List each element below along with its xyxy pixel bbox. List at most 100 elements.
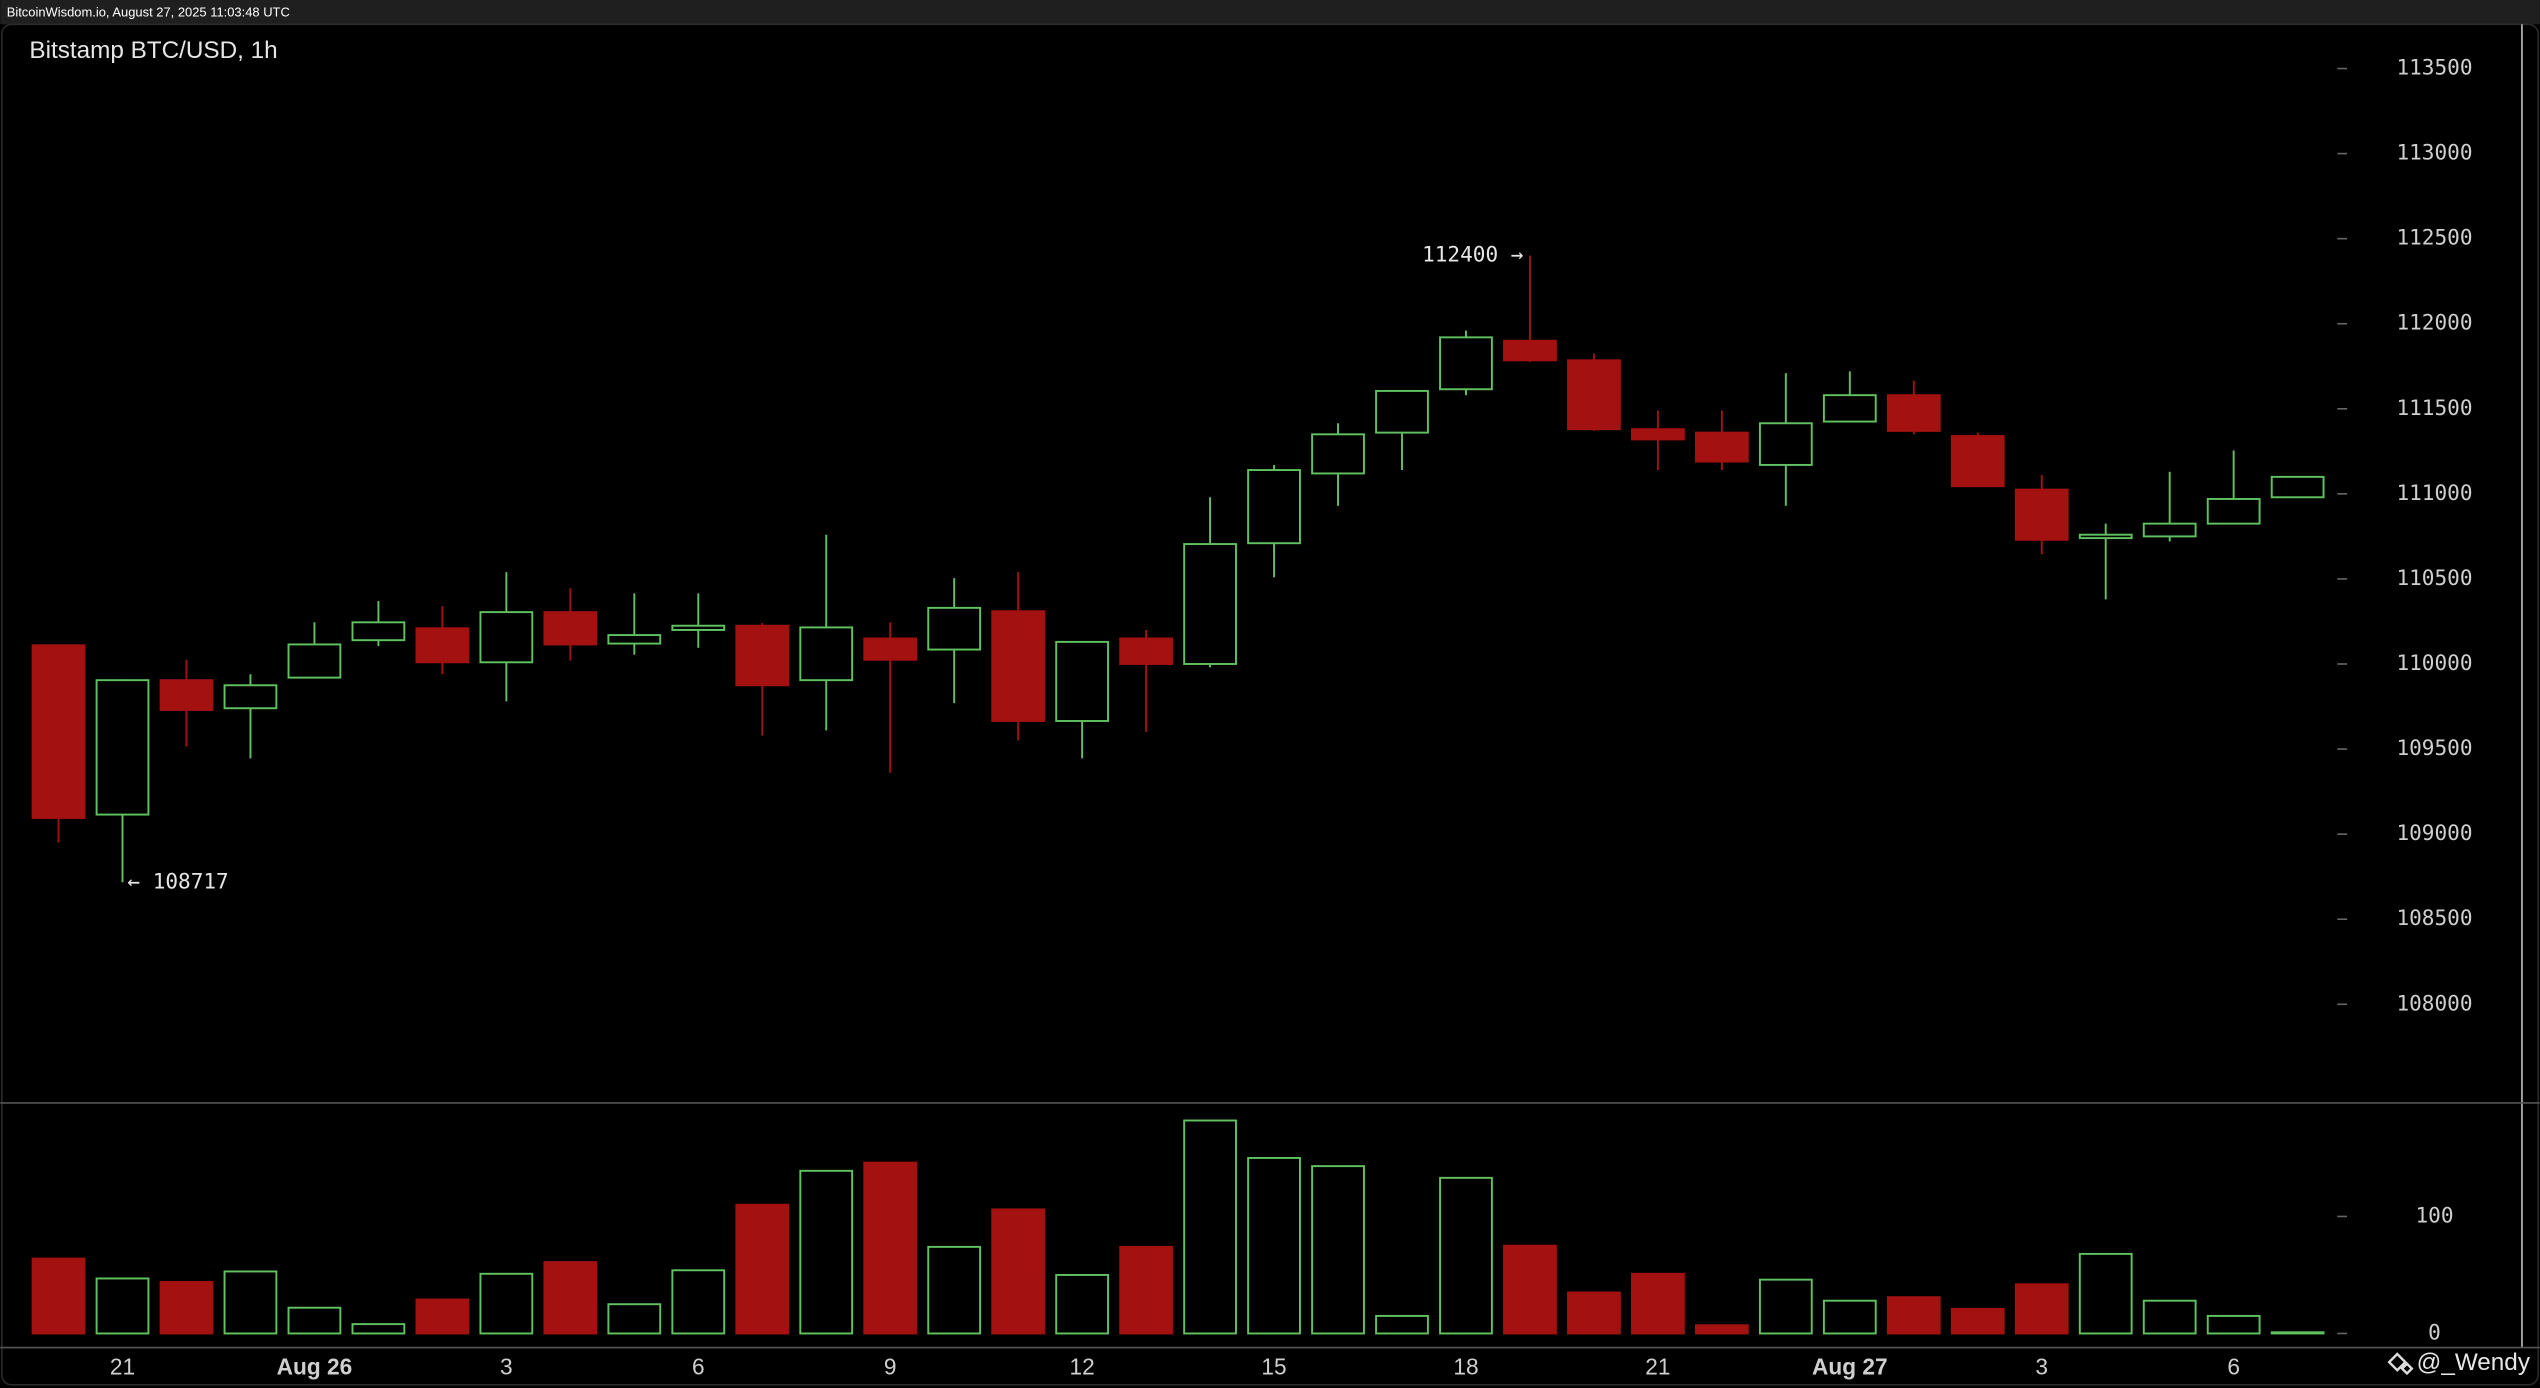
frame: [1, 23, 2539, 1386]
volume-bar: [1439, 1176, 1493, 1335]
candle-body: [2270, 475, 2325, 499]
candle-body: [607, 634, 662, 645]
y-tick-label: 111500: [2396, 395, 2472, 420]
volume-tick-label: 100: [2415, 1202, 2453, 1227]
candle-body: [1503, 339, 1557, 362]
volume-bar: [1631, 1272, 1685, 1335]
volume-bar: [1119, 1245, 1173, 1335]
candle-body: [479, 611, 534, 664]
volume-bar: [1311, 1165, 1365, 1335]
x-tick-label: 6: [2227, 1354, 2240, 1380]
candle-body: [1247, 469, 1301, 545]
volume-bar: [223, 1270, 278, 1335]
candle-body: [799, 626, 854, 682]
volume-bar: [351, 1323, 406, 1335]
candle-body: [543, 611, 598, 646]
volume-bar: [927, 1245, 982, 1335]
candle-body: [2142, 522, 2197, 538]
volume-bar: [1567, 1291, 1621, 1335]
volume-bar: [607, 1303, 662, 1335]
volume-bar: [2014, 1283, 2069, 1335]
y-tick-label: 109000: [2396, 820, 2472, 845]
candle-body: [927, 606, 982, 651]
candle-body: [1439, 336, 1493, 391]
volume-tick-label: 0: [2428, 1319, 2441, 1344]
volume-bar: [543, 1261, 598, 1335]
x-tick-label: 21: [110, 1354, 135, 1380]
candle-body: [287, 643, 342, 679]
x-tick-label: 18: [1453, 1354, 1478, 1380]
candle-body: [735, 624, 790, 687]
candle-body: [1631, 428, 1685, 441]
volume-bar: [1055, 1273, 1110, 1335]
y-tick-label: 112500: [2396, 225, 2472, 250]
volume-bar: [159, 1281, 214, 1335]
candle-body: [1375, 389, 1429, 434]
high-annotation: 112400 →: [1422, 242, 1523, 267]
x-tick-label: Aug 27: [1812, 1354, 1888, 1380]
volume-bar: [1183, 1119, 1237, 1335]
x-tick-label: 3: [500, 1354, 513, 1380]
candle-body: [223, 684, 278, 710]
candle-body: [1758, 422, 1813, 466]
candle-body: [415, 627, 470, 664]
volume-bar: [1694, 1324, 1749, 1335]
x-tick-label: 3: [2035, 1354, 2048, 1380]
volume-bar: [95, 1277, 150, 1335]
candle-body: [1183, 543, 1237, 665]
y-tick-label: 113500: [2396, 55, 2472, 80]
volume-bar: [671, 1269, 726, 1335]
candle-body: [991, 610, 1046, 722]
volume-bar: [1758, 1278, 1813, 1335]
candle-body: [1822, 394, 1877, 423]
volume-bar: [1886, 1296, 1941, 1335]
candle-body: [1567, 359, 1621, 431]
candle-body: [1694, 431, 1749, 463]
x-tick-label: 15: [1261, 1354, 1286, 1380]
low-annotation: ← 108717: [127, 868, 228, 893]
x-tick-label: 9: [884, 1354, 897, 1380]
y-tick-label: 112000: [2396, 310, 2472, 335]
candle-body: [1886, 394, 1941, 432]
volume-bar: [2142, 1299, 2197, 1335]
y-tick-label: 108500: [2396, 905, 2472, 930]
candle-body: [159, 679, 214, 711]
x-tick-label: 6: [692, 1354, 705, 1380]
x-tick-label: 12: [1070, 1354, 1095, 1380]
header-bar: [0, 0, 2540, 25]
candle-body: [863, 637, 918, 661]
volume-bar: [991, 1208, 1046, 1335]
y-tick-label: 108000: [2396, 990, 2472, 1015]
watermark-logo: [2387, 1352, 2414, 1376]
y-tick-label: 111000: [2396, 480, 2472, 505]
candle-body: [1119, 637, 1173, 665]
y-tick-label: 110000: [2396, 650, 2472, 675]
candle-body: [1311, 433, 1365, 475]
x-tick-label: 21: [1645, 1354, 1670, 1380]
candle-body: [2014, 488, 2069, 541]
header: BitcoinWisdom.io, August 27, 2025 11:03:…: [7, 4, 290, 19]
watermark: @_Wendy: [2417, 1349, 2531, 1376]
candle-body: [671, 624, 726, 631]
candle-body: [95, 679, 150, 816]
volume-bar: [863, 1161, 918, 1335]
volume-bar: [1247, 1156, 1301, 1335]
volume-bar: [287, 1306, 342, 1335]
x-tick-label: Aug 26: [277, 1354, 353, 1380]
candle-body: [31, 644, 86, 819]
candle-body: [1055, 640, 1110, 722]
volume-bar: [735, 1203, 790, 1335]
volume-bar: [1503, 1244, 1557, 1335]
volume-bar: [1950, 1307, 2005, 1335]
candle-body: [2206, 497, 2261, 525]
volume-bar: [479, 1272, 534, 1335]
volume-bar: [2270, 1331, 2325, 1335]
y-tick-label: 110500: [2396, 565, 2472, 590]
volume-bar: [1375, 1314, 1429, 1335]
candle-body: [1950, 435, 2005, 488]
volume-bar: [2078, 1252, 2133, 1335]
volume-bar: [31, 1257, 86, 1335]
